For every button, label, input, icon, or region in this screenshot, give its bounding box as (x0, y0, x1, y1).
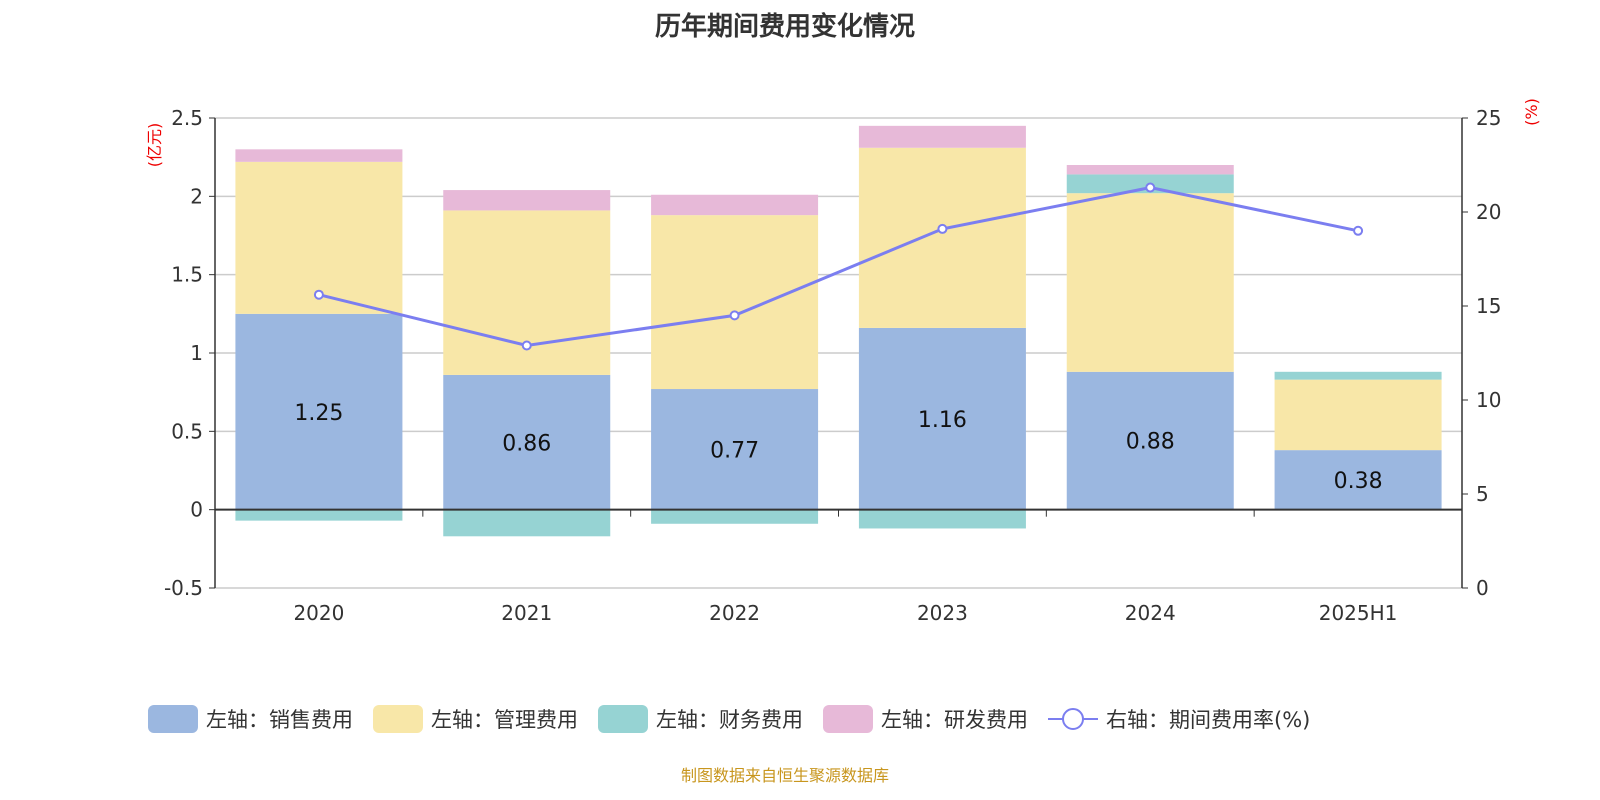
line-marker-icon (1048, 708, 1098, 730)
bar-data-label: 0.88 (1126, 430, 1175, 455)
left-axis-unit: (亿元) (145, 123, 164, 168)
legend-label: 左轴：销售费用 (206, 708, 353, 732)
x-tick-label: 2021 (501, 601, 552, 625)
bar-segment-1 (651, 215, 819, 390)
x-tick-label: 2025H1 (1319, 601, 1398, 625)
y-tick-label: 2.5 (171, 106, 203, 130)
bar-data-label: 0.77 (710, 438, 759, 463)
y-tick-label: 2 (190, 184, 203, 208)
rate-point (1353, 225, 1364, 236)
legend-item-rd[interactable]: 左轴：研发费用 (823, 704, 1028, 734)
y2-tick-label: 5 (1476, 482, 1489, 506)
x-tick-label: 2023 (917, 601, 968, 625)
y-tick-label: 0.5 (171, 419, 203, 443)
bar-segment-0 (651, 389, 819, 510)
legend-swatch (373, 705, 423, 733)
legend-item-finance[interactable]: 左轴：财务费用 (598, 704, 803, 734)
legend-item-sales[interactable]: 左轴：销售费用 (148, 704, 353, 734)
x-tick-label: 2022 (709, 601, 760, 625)
chart-title: 历年期间费用变化情况 (654, 12, 915, 42)
legend-label: 右轴：期间费用率(%) (1106, 708, 1311, 732)
bar-segment-2 (235, 509, 403, 521)
bar-segment-1 (235, 161, 403, 314)
legend-item-rate[interactable]: 右轴：期间费用率(%) (1048, 704, 1310, 734)
bar-segment-0 (235, 313, 403, 510)
bar-segment-3 (858, 125, 1026, 148)
legend: 左轴：销售费用 左轴：管理费用 左轴：财务费用 左轴：研发费用 右轴：期间费用率… (148, 704, 1330, 734)
y2-tick-label: 0 (1476, 576, 1489, 600)
bar-segment-1 (1274, 379, 1442, 451)
y-tick-label: -0.5 (164, 576, 203, 600)
source-footer: 制图数据来自恒生聚源数据库 (680, 766, 889, 785)
y2-tick-label: 15 (1476, 294, 1501, 318)
y-tick-label: 0 (190, 498, 203, 522)
rate-line (318, 186, 1359, 348)
bar-segment-0 (858, 327, 1026, 510)
bar-segment-3 (1066, 165, 1234, 175)
bar-segment-3 (443, 190, 611, 211)
legend-label: 左轴：研发费用 (881, 708, 1028, 732)
bar-segment-3 (651, 194, 819, 216)
y2-tick-label: 10 (1476, 388, 1501, 412)
x-tick-label: 2024 (1125, 601, 1176, 625)
right-axis-unit: (%) (1522, 98, 1541, 126)
y2-tick-label: 20 (1476, 200, 1501, 224)
legend-item-admin[interactable]: 左轴：管理费用 (373, 704, 578, 734)
bar-segment-0 (1274, 450, 1442, 510)
bar-segment-0 (443, 374, 611, 510)
legend-label: 左轴：管理费用 (431, 708, 578, 732)
rate-point (1145, 182, 1156, 193)
bar-segment-2 (1274, 371, 1442, 380)
rate-point (521, 340, 532, 351)
bar-data-label: 0.86 (502, 431, 551, 456)
rate-point (937, 223, 948, 234)
legend-label: 左轴：财务费用 (656, 708, 803, 732)
rate-point (729, 310, 740, 321)
bar-data-label: 1.16 (918, 408, 967, 433)
bar-segment-0 (1066, 371, 1234, 510)
bar-segment-2 (651, 509, 819, 524)
y-tick-label: 1 (190, 341, 203, 365)
legend-swatch (823, 705, 873, 733)
legend-swatch (148, 705, 198, 733)
bar-segment-2 (858, 509, 1026, 529)
x-tick-label: 2020 (293, 601, 344, 625)
rate-point (313, 289, 324, 300)
bar-segment-1 (1066, 193, 1234, 372)
y2-tick-label: 25 (1476, 106, 1501, 130)
bar-data-label: 1.25 (294, 401, 343, 426)
bar-segment-1 (858, 147, 1026, 328)
legend-swatch (598, 705, 648, 733)
bar-segment-3 (235, 149, 403, 162)
y-tick-label: 1.5 (171, 263, 203, 287)
bar-segment-2 (443, 509, 611, 537)
bar-data-label: 0.38 (1334, 469, 1383, 494)
